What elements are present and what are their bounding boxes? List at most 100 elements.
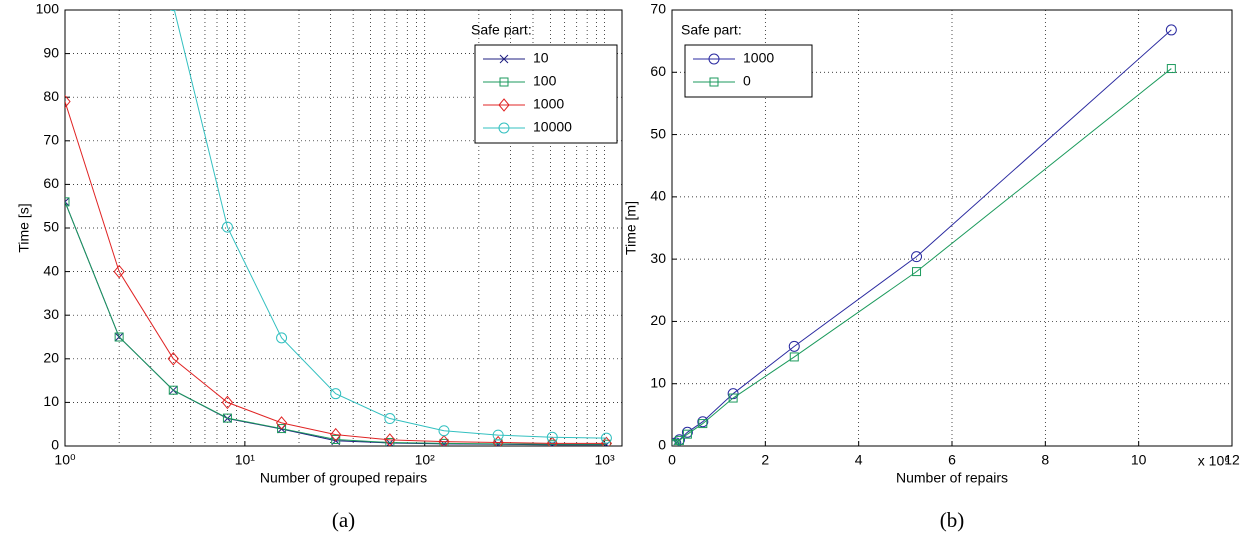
plot-frame xyxy=(64,9,623,447)
chart: 0 10 20 30 40 50 60 70 0 2 4 6 8 10 12 Number of repair… xyxy=(623,1,1240,532)
legend-title: Safe part: xyxy=(471,22,532,38)
series-line xyxy=(173,10,607,439)
marker xyxy=(911,251,923,263)
x-tick-label: 6 xyxy=(948,452,956,468)
marker xyxy=(330,427,342,442)
marker xyxy=(438,434,450,446)
legend-label: 100 xyxy=(533,73,557,89)
marker xyxy=(499,77,509,87)
marker xyxy=(330,388,342,400)
marker xyxy=(788,340,800,352)
x-tick-label: 10⁰ xyxy=(54,452,76,468)
marker xyxy=(674,435,684,445)
marker xyxy=(492,435,504,446)
marker xyxy=(498,98,510,112)
x-tick-label: 4 xyxy=(855,452,863,468)
y-tick-label: 0 xyxy=(658,437,666,453)
marker xyxy=(65,197,70,207)
plot-frame xyxy=(671,9,1233,447)
marker xyxy=(169,10,177,12)
marker xyxy=(708,53,720,65)
y-tick-label: 10 xyxy=(650,374,666,390)
y-tick-label: 40 xyxy=(43,262,59,278)
y-tick-label: 100 xyxy=(36,1,60,17)
legend-title: Safe part: xyxy=(681,22,742,38)
marker xyxy=(275,416,288,430)
marker xyxy=(438,425,450,437)
series-line xyxy=(65,201,607,445)
marker xyxy=(682,429,692,439)
marker xyxy=(709,77,719,87)
y-tick-label: 20 xyxy=(43,350,59,366)
marker xyxy=(499,54,509,64)
caption: (a) xyxy=(332,508,355,532)
legend-box xyxy=(684,44,813,98)
y-tick-label: 0 xyxy=(51,437,59,453)
x-tick-label: 0 xyxy=(668,452,676,468)
x-tick-label: 2 xyxy=(761,452,769,468)
series-line xyxy=(673,68,1172,446)
marker xyxy=(698,419,708,429)
legend-label: 0 xyxy=(743,73,751,89)
y-tick-label: 20 xyxy=(650,312,666,328)
legend-label: 10000 xyxy=(533,119,572,135)
x-tick-label: 10 xyxy=(1131,452,1147,468)
y-tick-label: 80 xyxy=(43,88,59,104)
marker xyxy=(168,385,178,395)
y-tick-label: 50 xyxy=(650,125,666,141)
marker xyxy=(492,429,504,441)
marker xyxy=(697,416,709,428)
x-tick-label: 10² xyxy=(415,452,436,468)
x-tick-label: 8 xyxy=(1041,452,1049,468)
marker xyxy=(789,352,799,362)
marker xyxy=(728,393,738,403)
legend-label: 1000 xyxy=(743,50,774,66)
y-tick-label: 70 xyxy=(43,132,59,148)
marker xyxy=(384,413,396,425)
marker xyxy=(331,434,341,444)
legend-label: 10 xyxy=(533,50,549,66)
marker xyxy=(222,413,232,423)
marker xyxy=(276,332,288,344)
x-tick-label: 10³ xyxy=(594,452,615,468)
marker xyxy=(221,395,234,410)
y-tick-label: 40 xyxy=(650,188,666,204)
x-axis-label: Number of repairs xyxy=(896,470,1008,486)
series-line xyxy=(65,101,607,444)
marker xyxy=(912,267,922,277)
chart: 0 10 20 30 40 50 60 70 80 90 100 10⁰ 10¹ 10² 10³ Number… xyxy=(16,1,623,532)
marker xyxy=(546,431,558,443)
y-tick-label: 30 xyxy=(650,250,666,266)
x-axis-label: Number of grouped repairs xyxy=(260,470,427,486)
marker xyxy=(65,94,71,109)
x-tick-label: 12 xyxy=(1224,452,1240,468)
y-tick-label: 60 xyxy=(43,175,59,191)
y-tick-label: 30 xyxy=(43,306,59,322)
series-layer xyxy=(672,24,1177,446)
series-layer xyxy=(65,10,613,446)
marker xyxy=(681,426,693,438)
marker xyxy=(1166,64,1176,74)
marker xyxy=(385,438,395,446)
y-tick-label: 50 xyxy=(43,219,59,235)
marker xyxy=(384,433,396,446)
marker xyxy=(167,352,179,366)
y-tick-label: 10 xyxy=(43,393,59,409)
legend-label: 1000 xyxy=(533,96,564,112)
marker xyxy=(1165,24,1177,36)
marker xyxy=(277,424,287,434)
marker xyxy=(114,332,124,342)
marker xyxy=(65,197,70,207)
marker xyxy=(498,122,510,134)
marker xyxy=(113,264,125,279)
x-multiplier: x 10⁶ xyxy=(1198,453,1230,469)
x-tick-label: 10¹ xyxy=(235,452,256,468)
y-tick-label: 70 xyxy=(650,1,666,17)
caption: (b) xyxy=(940,508,965,532)
y-axis-label: Time [s] xyxy=(16,203,32,252)
y-tick-label: 90 xyxy=(43,44,59,60)
y-axis-label: Time [m] xyxy=(623,201,639,255)
marker xyxy=(221,221,233,233)
y-tick-label: 60 xyxy=(650,63,666,79)
